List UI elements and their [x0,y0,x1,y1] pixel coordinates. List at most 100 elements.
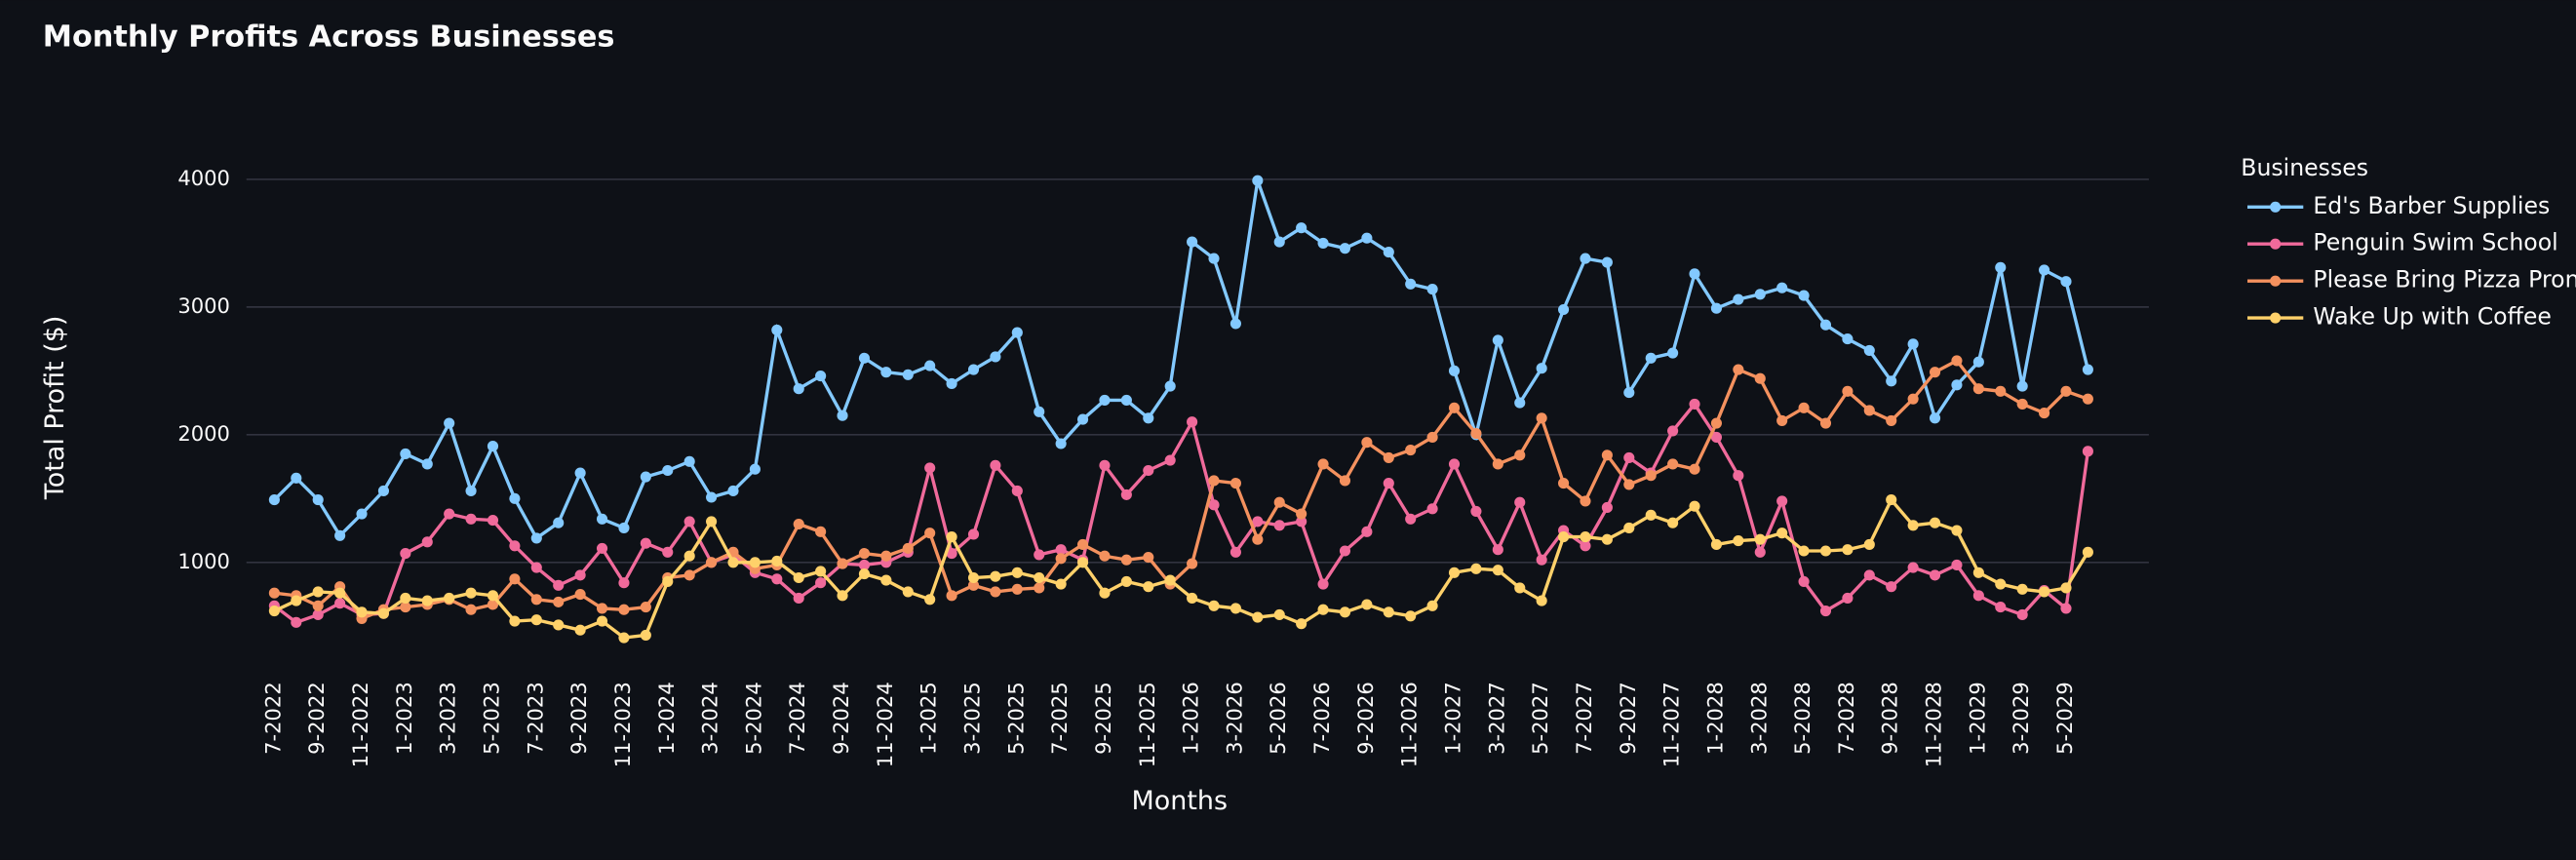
data-point [487,441,499,452]
data-point [268,494,280,506]
data-point [1842,544,1854,556]
x-tick-label: 1-2023 [392,682,416,755]
data-point [1710,417,1722,429]
legend-marker [2270,275,2282,287]
data-point [1536,363,1547,374]
data-point [1492,334,1503,346]
data-point [990,586,1001,598]
data-point [334,529,346,541]
data-point [1426,600,1438,611]
data-point [967,579,980,591]
data-point [1514,582,1526,594]
data-point [2016,380,2028,392]
data-point [1995,261,2007,273]
data-point [1470,505,1482,517]
x-tick-label: 5-2024 [741,682,765,755]
data-point [1863,538,1875,551]
data-point [1208,499,1220,511]
data-point [2016,398,2028,410]
x-tick-label: 11-2026 [1397,682,1422,767]
data-point [1863,344,1875,356]
data-point [618,577,630,589]
data-point [924,528,936,539]
legend-marker [2270,238,2282,250]
data-point [465,485,477,497]
data-point [1361,526,1373,537]
data-point [596,542,608,554]
data-point [1558,478,1570,489]
y-tick-label: 2000 [177,421,230,446]
data-point [312,608,324,621]
data-point [1273,608,1285,621]
data-point [1426,283,1438,295]
data-point [1076,557,1089,568]
data-point [1645,509,1657,521]
data-point [509,540,521,552]
data-point [1842,592,1854,605]
x-tick-label: 3-2028 [1746,682,1771,755]
data-point [1995,602,2007,613]
data-point [815,566,827,577]
x-tick-label: 1-2028 [1702,682,1727,755]
data-point [377,485,389,497]
data-point [1580,531,1591,543]
data-point [1667,347,1679,359]
data-point [1470,427,1482,440]
data-point [1273,496,1285,508]
data-point [793,571,804,584]
data-point [902,586,914,598]
x-tick-label: 7-2022 [260,682,285,755]
data-point [1405,513,1417,525]
data-point [1076,538,1089,551]
data-point [924,594,936,606]
data-point [1907,520,1919,531]
data-point [640,471,651,483]
data-point [1034,406,1045,417]
x-tick-label: 5-2023 [479,682,503,755]
data-point [1317,237,1329,249]
data-point [1383,451,1394,463]
data-point [990,570,1001,582]
data-point [990,351,1001,363]
data-point [1536,595,1547,606]
x-tick-label: 3-2025 [960,682,985,755]
legend-label: Wake Up with Coffee [2313,303,2551,331]
data-point [1995,578,2007,590]
data-point [1164,454,1176,466]
data-point [1580,253,1591,264]
x-tick-label: 5-2026 [1266,682,1290,755]
data-point [1907,562,1919,573]
data-point [2082,393,2093,405]
data-point [1143,551,1154,564]
data-point [618,522,630,533]
data-point [444,508,455,520]
data-point [1361,232,1373,244]
data-point [1601,533,1613,545]
data-point [596,615,608,627]
data-point [946,531,957,543]
data-point [727,557,739,568]
data-point [1252,611,1264,623]
data-point [1229,478,1241,489]
x-tick-label: 1-2026 [1179,682,1203,755]
data-point [1296,222,1308,234]
legend-marker [2270,201,2282,213]
x-tick-label: 1-2024 [654,682,679,755]
data-point [2039,408,2050,419]
data-point [1863,405,1875,416]
data-point [1055,438,1067,450]
data-point [1798,575,1810,587]
data-point [1296,508,1308,520]
data-point [2082,446,2093,457]
data-point [815,577,827,589]
data-point [1886,494,1897,506]
x-tick-label: 5-2029 [2052,682,2077,755]
data-point [1929,412,1941,424]
data-point [1426,431,1438,444]
data-point [1776,528,1788,539]
data-point [2016,608,2028,621]
data-point [771,324,783,336]
data-point [618,604,630,615]
x-tick-label: 9-2028 [1878,682,1902,755]
